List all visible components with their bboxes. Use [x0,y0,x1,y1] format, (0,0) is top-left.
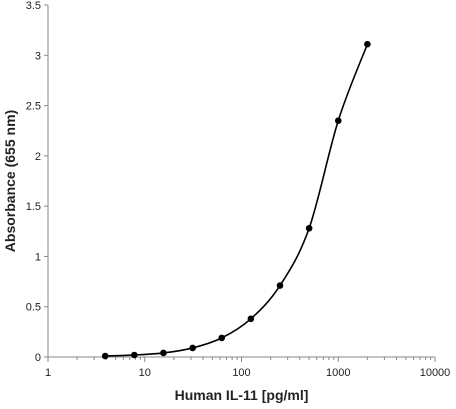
x-tick-label: 1 [45,367,51,379]
y-axis-title: Absorbance (655 nm) [2,110,18,252]
y-tick-label: 2.5 [26,101,41,113]
x-tick-label: 1000 [326,367,350,379]
data-point [334,117,342,124]
y-tick-label: 0 [35,352,41,364]
x-ticks: 1 10 100 1000 10000 [45,357,450,379]
x-tick-label: 100 [232,367,250,379]
x-axis-title: Human IL-11 [pg/ml] [175,387,309,403]
y-tick-label: 1.5 [26,201,41,213]
data-point [276,282,284,289]
y-tick-label: 3.5 [26,0,41,12]
y-tick-label: 2 [35,151,41,163]
data-point [305,224,313,232]
y-tick-label: 0.5 [26,302,41,314]
y-tick-label: 3 [35,50,41,62]
y-tick-label: 1 [35,251,41,263]
series-curve [105,43,369,357]
data-point [189,344,196,352]
data-point [101,352,109,360]
data-point [247,315,255,323]
axes [47,5,435,358]
x-tick-label: 10000 [420,367,451,379]
y-ticks: 0 0.5 1 1.5 2 2.5 3 3.5 [26,0,48,364]
data-points [101,40,371,360]
x-tick-label: 10 [139,367,151,379]
data-point [131,351,138,359]
data-point [364,40,371,48]
data-point [218,334,226,342]
data-point [160,349,167,357]
